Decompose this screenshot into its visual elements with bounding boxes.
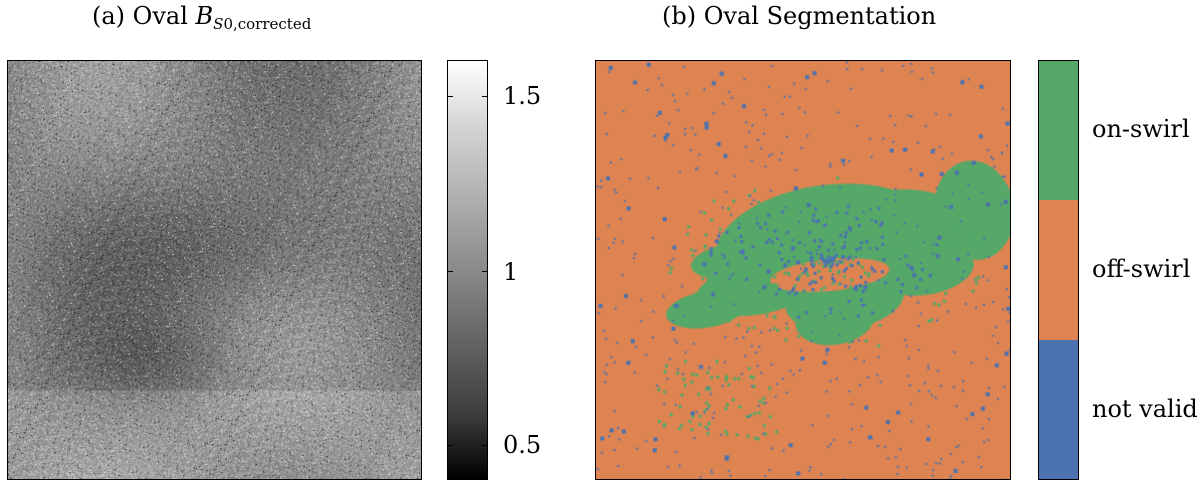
grayscale-field-map <box>8 61 421 479</box>
legend-label-not-valid: not valid <box>1092 395 1198 423</box>
segmentation-legend-bar <box>1038 60 1079 480</box>
panel-a-title-symbol: B <box>195 2 214 30</box>
legend-label-off-swirl: off-swirl <box>1092 255 1191 283</box>
panel-a-title-prefix: (a) Oval <box>92 2 196 30</box>
panel-a-grayscale-image <box>7 60 422 480</box>
panel-a-title-sub-rest: 0,corrected <box>223 15 312 33</box>
panel-a-title: (a) Oval BS0,corrected <box>92 2 311 33</box>
colorbar-tickmark-1-5-right <box>482 96 488 97</box>
colorbar-tickmark-0-5-right <box>482 445 488 446</box>
colorbar-tick-label-1-5: 1.5 <box>503 82 542 110</box>
legend-swatch-off-swirl <box>1039 200 1078 340</box>
colorbar-tickmark-1 <box>447 271 453 272</box>
legend-swatch-not-valid <box>1039 339 1078 479</box>
legend-swatch-on-swirl <box>1039 61 1078 201</box>
colorbar-tick-label-0-5: 0.5 <box>503 431 542 459</box>
panel-b-segmentation-image <box>595 60 1011 480</box>
segmentation-map <box>596 61 1010 479</box>
panel-a-title-sub-var: S <box>213 15 224 33</box>
panel-a-title-subscript: S0,corrected <box>213 15 311 33</box>
colorbar-tickmark-1-right <box>482 271 488 272</box>
grayscale-colorbar <box>447 60 488 480</box>
legend-label-on-swirl: on-swirl <box>1092 115 1190 143</box>
colorbar-tickmark-1-5 <box>447 96 453 97</box>
colorbar-tickmark-0-5 <box>447 445 453 446</box>
panel-b-title: (b) Oval Segmentation <box>662 2 937 30</box>
colorbar-tick-label-1: 1 <box>503 258 519 286</box>
